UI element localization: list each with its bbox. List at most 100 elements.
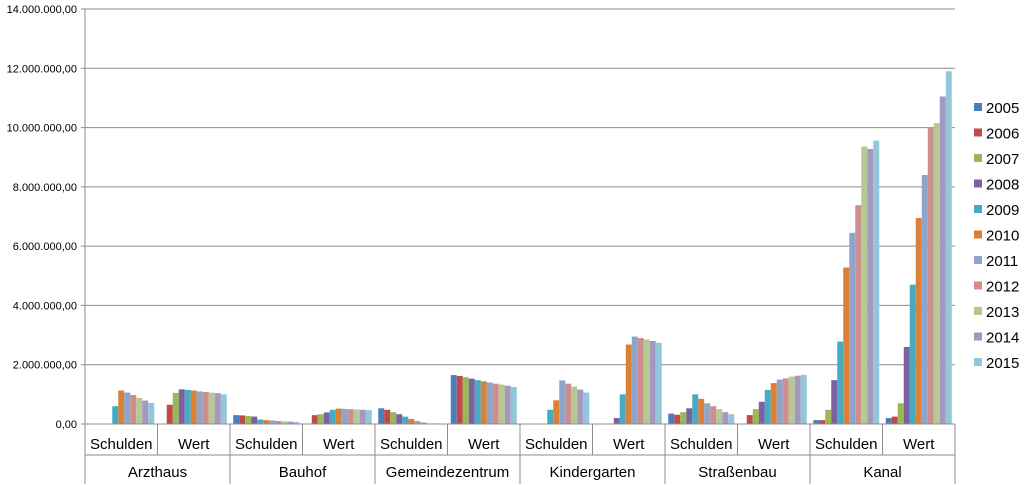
y-tick-label: 12.000.000,00 xyxy=(7,63,77,75)
bar-2009 xyxy=(112,406,119,424)
bar-2014 xyxy=(214,393,221,424)
x-group-label: Straßenbau xyxy=(698,464,776,481)
x-tick-label: Schulden xyxy=(815,436,878,453)
bar-2014 xyxy=(359,409,366,424)
bar-2012 xyxy=(275,421,282,424)
bar-2015 xyxy=(800,374,807,424)
bar-2006 xyxy=(746,415,753,424)
bar-2012 xyxy=(637,338,644,424)
bar-2014 xyxy=(142,400,149,424)
x-tick-label: Wert xyxy=(903,436,935,453)
y-tick-label: 8.000.000,00 xyxy=(13,182,77,194)
x-tick-label: Wert xyxy=(758,436,790,453)
legend-swatch xyxy=(974,205,982,213)
bar-2011 xyxy=(849,232,856,424)
legend-swatch xyxy=(974,358,982,366)
bar-2009 xyxy=(909,284,916,424)
x-tick-label: Wert xyxy=(178,436,210,453)
bar-2015 xyxy=(873,140,880,424)
bar-2009 xyxy=(184,389,191,424)
bar-2009 xyxy=(474,380,481,424)
bar-2008 xyxy=(758,401,765,424)
bar-2007 xyxy=(680,412,687,424)
bar-2009 xyxy=(329,409,336,424)
bar-2011 xyxy=(559,380,566,424)
y-tick-label: 4.000.000,00 xyxy=(13,300,77,312)
bar-2010 xyxy=(190,390,197,424)
bar-2008 xyxy=(323,412,330,424)
bar-2007 xyxy=(390,412,397,424)
bar-2005 xyxy=(813,420,820,424)
bar-2013 xyxy=(281,421,288,424)
bar-2005 xyxy=(450,375,457,424)
y-tick-label: 2.000.000,00 xyxy=(13,360,77,372)
bar-2006 xyxy=(384,409,391,424)
bar-2014 xyxy=(867,148,874,424)
legend-swatch xyxy=(974,256,982,264)
bar-2008 xyxy=(178,389,185,424)
bar-2008 xyxy=(396,414,403,424)
legend-label: 2006 xyxy=(986,126,1019,143)
legend-swatch xyxy=(974,154,982,162)
legend-label: 2014 xyxy=(986,330,1019,347)
legend-swatch xyxy=(974,179,982,188)
bar-2013 xyxy=(498,384,505,424)
bar-2007 xyxy=(172,392,179,424)
x-tick-label: Schulden xyxy=(380,436,443,453)
bar-2015 xyxy=(220,394,227,424)
bar-2006 xyxy=(674,414,681,424)
bar-2005 xyxy=(378,408,385,424)
x-tick-label: Wert xyxy=(323,436,355,453)
bar-2011 xyxy=(341,408,348,424)
legend-swatch xyxy=(974,332,982,341)
bar-2005 xyxy=(233,415,240,424)
x-tick-label: Wert xyxy=(468,436,500,453)
bar-2008 xyxy=(686,408,693,424)
y-tick-label: 0,00 xyxy=(56,419,77,431)
bar-2005 xyxy=(885,418,892,424)
bar-2013 xyxy=(643,339,650,424)
bar-2009 xyxy=(619,394,626,424)
bar-2012 xyxy=(710,406,717,424)
bar-2011 xyxy=(124,392,131,424)
bar-2007 xyxy=(897,403,904,424)
bar-2010 xyxy=(698,398,705,424)
legend-label: 2013 xyxy=(986,304,1019,321)
bar-2013 xyxy=(571,386,578,424)
bar-2015 xyxy=(365,410,372,424)
bar-2010 xyxy=(118,390,125,424)
bar-2015 xyxy=(945,71,952,424)
x-group-label: Bauhof xyxy=(279,464,327,481)
bar-2012 xyxy=(927,126,934,424)
y-tick-label: 14.000.000,00 xyxy=(7,4,77,16)
bar-2007 xyxy=(462,377,469,424)
bar-2009 xyxy=(402,416,409,424)
x-group-label: Arzthaus xyxy=(128,464,187,481)
bars xyxy=(112,71,952,425)
x-tick-label: Schulden xyxy=(670,436,733,453)
bar-2007 xyxy=(317,414,324,424)
y-tick-label: 6.000.000,00 xyxy=(13,241,77,253)
bar-2010 xyxy=(843,267,850,424)
bar-2010 xyxy=(553,400,560,424)
bar-2011 xyxy=(486,382,493,424)
bar-2012 xyxy=(782,378,789,424)
legend-label: 2011 xyxy=(986,253,1018,270)
x-group-label: Kindergarten xyxy=(550,464,636,481)
bar-2013 xyxy=(861,146,868,425)
x-tick-label: Wert xyxy=(613,436,645,453)
bar-2015 xyxy=(510,386,517,424)
bar-2015 xyxy=(148,402,155,424)
bar-2011 xyxy=(776,379,783,424)
bar-2006 xyxy=(311,415,318,424)
bar-2015 xyxy=(583,392,590,424)
gridlines xyxy=(81,8,955,425)
bar-2010 xyxy=(770,383,777,424)
x-group-label: Gemeindezentrum xyxy=(386,464,509,481)
x-axis: Schulden Wert Schulden Wert Schulden Wert Schu… xyxy=(84,423,956,484)
y-axis: 0,00 2.000.000,00 4.000.000,00 6.000.000,00… xyxy=(7,4,86,431)
bar-2014 xyxy=(794,375,801,424)
bar-2011 xyxy=(921,175,928,424)
bar-2011 xyxy=(631,336,638,424)
bar-2011 xyxy=(269,420,276,424)
